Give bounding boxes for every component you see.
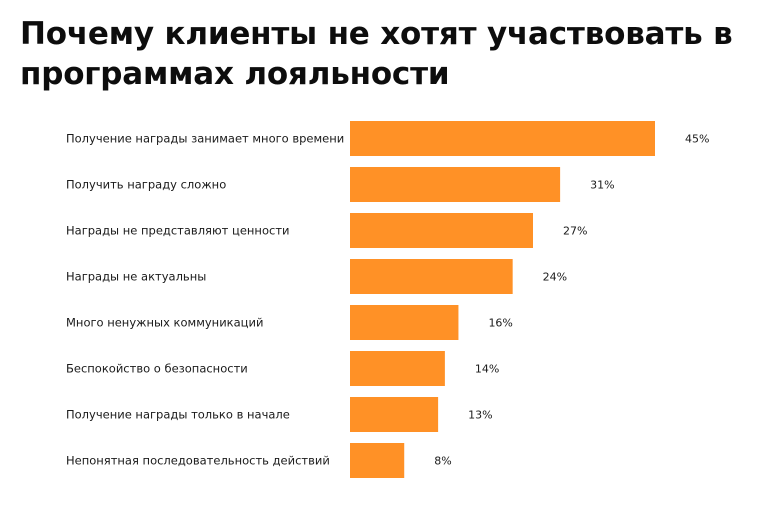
value-labels: 45% 31% 27% 24% 16% 14% 13% 8% xyxy=(434,133,709,468)
bar xyxy=(350,397,439,432)
bar xyxy=(350,351,445,386)
bar xyxy=(350,167,561,202)
bars xyxy=(350,121,655,478)
bar xyxy=(350,213,533,248)
value-label: 13% xyxy=(468,409,492,422)
bar xyxy=(350,259,513,294)
bar xyxy=(350,121,655,156)
value-label: 27% xyxy=(563,225,587,238)
value-label: 45% xyxy=(685,133,709,146)
category-label: Получение награды занимает много времени xyxy=(66,132,344,146)
value-label: 24% xyxy=(543,271,567,284)
category-labels: Получение награды занимает много времени… xyxy=(66,132,344,468)
bar xyxy=(350,443,405,478)
category-label: Награды не актуальны xyxy=(66,270,206,284)
bar xyxy=(350,305,459,340)
value-label: 16% xyxy=(488,317,512,330)
chart-title: Почему клиенты не хотят участвовать в пр… xyxy=(20,16,733,92)
category-label: Получить награду сложно xyxy=(66,178,226,192)
value-label: 8% xyxy=(434,455,451,468)
category-label: Получение награды только в начале xyxy=(66,408,290,422)
category-label: Непонятная последовательность действий xyxy=(66,454,330,468)
category-label: Беспокойство о безопасности xyxy=(66,362,248,376)
value-label: 14% xyxy=(475,363,499,376)
value-label: 31% xyxy=(590,179,614,192)
category-label: Награды не представляют ценности xyxy=(66,224,290,238)
category-label: Много ненужных коммуникаций xyxy=(66,316,263,330)
